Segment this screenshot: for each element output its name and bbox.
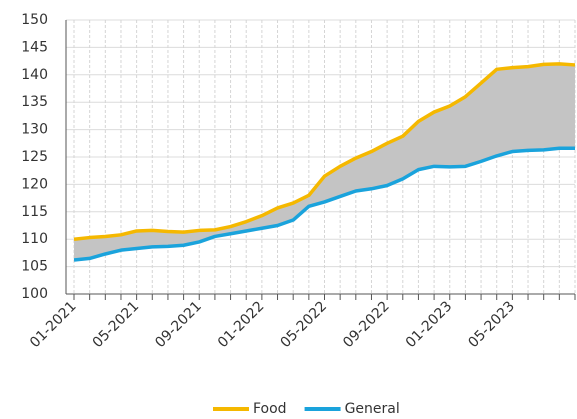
y-tick-label: 150 <box>21 12 48 28</box>
y-tick-label: 120 <box>21 176 48 192</box>
x-tick-label: 01-2023 <box>403 298 456 351</box>
y-tick-label: 110 <box>21 231 48 247</box>
x-tick-label: 05-2022 <box>277 298 330 351</box>
series-line <box>73 62 576 241</box>
y-tick-label: 130 <box>21 122 48 138</box>
legend-label: Food <box>253 401 287 417</box>
x-tick-label: 01-2021 <box>27 298 80 351</box>
x-tick-label: 05-2023 <box>465 298 518 351</box>
y-tick-label: 145 <box>21 39 48 55</box>
y-tick-label: 115 <box>21 204 48 220</box>
y-tick-label: 140 <box>21 67 48 83</box>
series-line <box>73 146 575 262</box>
x-tick-label: 09-2022 <box>340 298 393 351</box>
x-tick-label: 05-2021 <box>90 298 143 351</box>
y-tick-label: 125 <box>21 149 48 165</box>
legend-label: General <box>345 401 400 417</box>
y-tick-label: 135 <box>21 94 48 110</box>
x-tick-label: 09-2021 <box>152 298 205 351</box>
y-tick-label: 105 <box>21 259 48 275</box>
gap-area <box>74 63 575 261</box>
x-tick-label: 01-2022 <box>215 298 268 351</box>
y-tick-label: 100 <box>21 286 48 302</box>
